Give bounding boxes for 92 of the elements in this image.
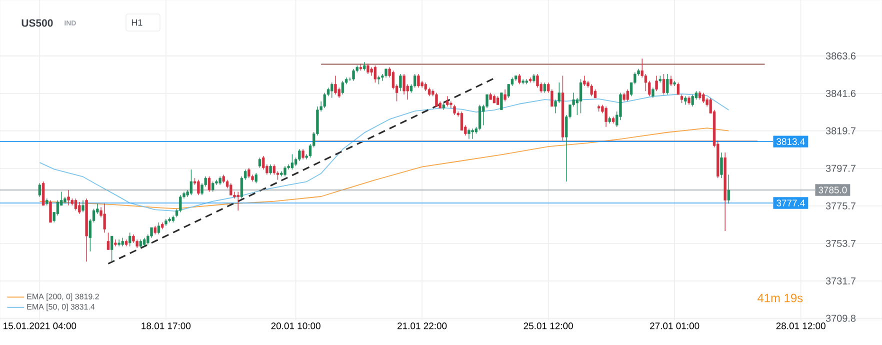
y-tick-label: 3731.7 (826, 277, 856, 284)
candlestick (366, 63, 370, 74)
x-tick-label: 15.01.2021 04:00 (4, 322, 76, 330)
candlestick (38, 182, 42, 198)
y-tick-label: 3819.7 (826, 127, 856, 134)
x-tick-label: 20.01 10:00 (271, 322, 320, 330)
candlestick (446, 96, 449, 107)
y-tick-label: 3841.6 (826, 90, 856, 97)
candlestick (543, 82, 546, 94)
candlestick (468, 128, 470, 140)
line-series (39, 128, 730, 210)
candlestick (67, 190, 70, 206)
candlestick (110, 236, 114, 262)
candlestick (236, 191, 240, 211)
candlestick (284, 166, 286, 177)
x-tick-label: 21.01 22:00 (398, 322, 447, 330)
candlestick (417, 74, 420, 88)
candlestick (727, 174, 730, 204)
candlestick (399, 74, 402, 92)
x-tick-label: 28.01 12:00 (776, 322, 826, 330)
candlestick (258, 157, 262, 168)
candlestick (197, 179, 200, 196)
x-tick-label: 18.01 17:00 (142, 322, 191, 330)
candlestick (720, 152, 723, 178)
candlestick (604, 106, 608, 128)
candlestick (341, 80, 344, 95)
candlestick (500, 92, 503, 110)
candlestick (579, 78, 582, 114)
candlestick (392, 70, 395, 90)
candlestick (504, 89, 506, 102)
candlestick (478, 104, 482, 131)
candlestick (691, 94, 694, 107)
candlestick (82, 200, 84, 213)
candlestick (471, 128, 474, 140)
candlestick (590, 84, 593, 97)
ref-line-label: 3813.4 (776, 138, 805, 145)
candlestick (676, 82, 680, 95)
candlestick (208, 176, 211, 192)
candlestick (157, 222, 160, 235)
candlestick (254, 172, 258, 184)
candlestick (49, 200, 52, 223)
candlestick (652, 87, 654, 98)
candlestick (230, 182, 232, 196)
candlestick (298, 148, 301, 162)
candlestick (103, 203, 106, 234)
candlestick (42, 181, 45, 206)
candlestick (414, 74, 416, 88)
candlestick (486, 94, 488, 108)
annotation: 41m 19s (757, 294, 803, 302)
candlestick (323, 92, 326, 108)
candlestick (662, 74, 666, 95)
y-tick-label: 3863.6 (826, 52, 856, 60)
candlestick (670, 75, 672, 86)
candlestick (179, 194, 182, 213)
line-series (39, 94, 730, 212)
candlestick (211, 181, 214, 192)
candlestick (334, 75, 337, 95)
text: US500 (22, 19, 53, 27)
ref-line-label: 3785.0 (818, 186, 847, 194)
candlestick (536, 74, 539, 88)
candlestick (128, 232, 132, 247)
candlestick (302, 148, 304, 160)
candlestick (269, 164, 272, 176)
y-tick-label: 3753.7 (826, 240, 856, 247)
candlestick (190, 169, 193, 196)
candlestick (626, 89, 630, 102)
candlestick (272, 164, 276, 176)
candlestick (118, 239, 120, 247)
candlestick (106, 232, 110, 250)
candlestick (374, 65, 377, 83)
candlestick (583, 75, 586, 86)
x-tick-label: 27.01 01:00 (650, 322, 700, 330)
candlestick (655, 75, 658, 92)
y-tick-label: 3709.8 (826, 314, 856, 322)
candlestick (435, 92, 438, 107)
annotation: H1 (132, 19, 142, 26)
ref-line-label: 3777.4 (776, 200, 805, 206)
candlestick (74, 198, 78, 211)
x-tick-label: 25.01 12:00 (524, 322, 573, 330)
y-tick-label: 3775.7 (826, 202, 856, 210)
candlestick (78, 202, 81, 214)
candlestick (290, 154, 294, 170)
candlestick (330, 82, 334, 98)
candlestick (248, 167, 250, 178)
candlestick (518, 74, 521, 85)
candlestick (402, 74, 406, 95)
candlestick (666, 74, 669, 95)
candlestick (114, 239, 117, 247)
candlestick (702, 92, 705, 104)
candlestick (453, 104, 456, 116)
y-tick-label: 3797.7 (826, 164, 856, 172)
candlestick (352, 68, 355, 82)
